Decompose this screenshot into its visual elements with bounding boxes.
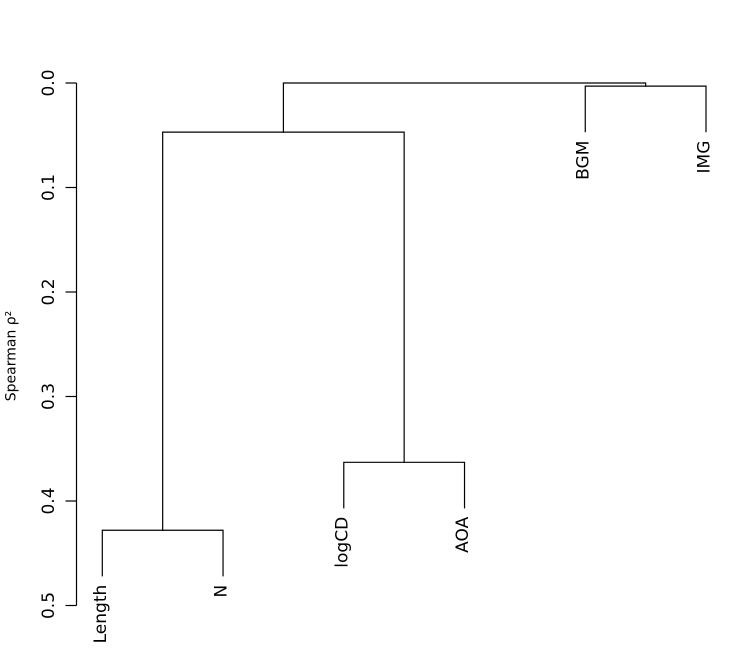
leaf-label-img: IMG (695, 141, 715, 174)
branch-merge-5 (282, 82, 647, 133)
branch-merge-1 (101, 529, 224, 577)
leaf-label-aoa: AOA (453, 516, 473, 552)
leaf-label-length: Length (91, 585, 111, 644)
y-axis-tick-label: 0.3 (39, 383, 59, 410)
branch-merge-4 (584, 85, 707, 133)
leaf-label-n: N (212, 585, 232, 598)
y-axis: 0.0 0.1 0.2 0.3 0.4 0.5 (39, 69, 78, 619)
y-axis-tick-label: 0.5 (39, 592, 59, 619)
y-axis-tick-label: 0.2 (39, 278, 59, 305)
y-axis-tick-label: 0.1 (39, 174, 59, 201)
branch-merge-2 (343, 461, 466, 509)
y-axis-tick-label: 0.0 (39, 69, 59, 96)
leaf-label-logcd: logCD (332, 517, 352, 568)
branch-merge-3 (162, 131, 405, 531)
leaf-label-bgm: BGM (574, 141, 594, 180)
y-axis-tick-label: 0.4 (39, 487, 59, 514)
y-axis-title: Spearman ρ² (4, 311, 20, 402)
